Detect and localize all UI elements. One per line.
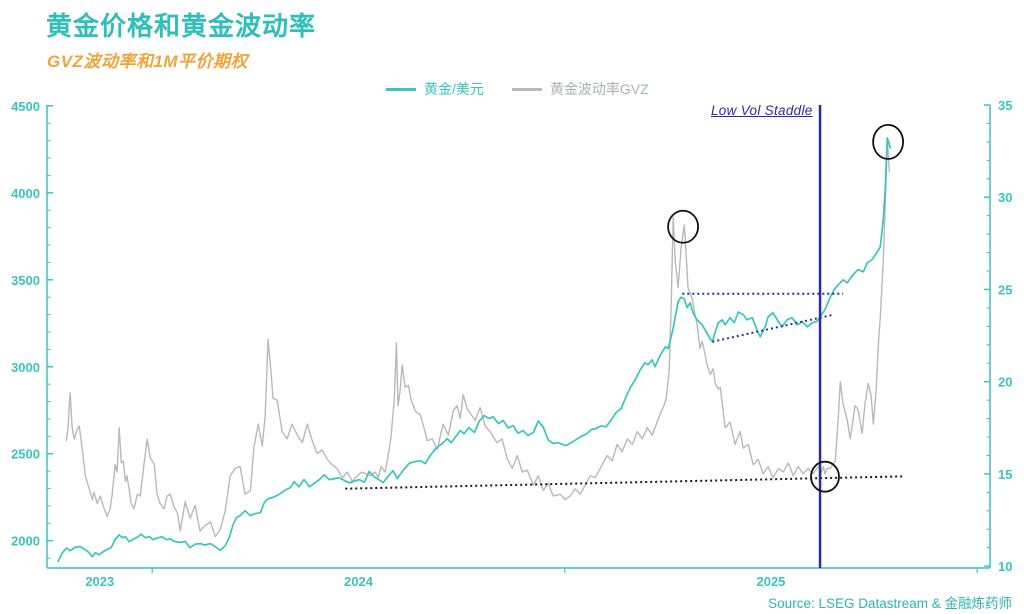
x-axis-year-label: 2023 [85,574,114,589]
gold-line-swatch [386,87,416,91]
left-axis-label: 4000 [11,186,40,201]
legend: 黄金/美元 黄金波动率GVZ [386,79,649,99]
support-dotted [712,313,834,343]
left-axis-label: 2500 [11,447,40,462]
gvz-line-swatch [511,87,542,91]
right-axis-label: 15 [998,467,1012,482]
right-axis-label: 30 [998,190,1012,205]
gold-price-line [57,137,892,563]
right-axis-label: 20 [998,375,1012,390]
october-peak-circle [872,123,905,160]
right-axis-label: 25 [998,282,1012,297]
source-credit: Source: LSEG Datastream & 金融炼药师 [768,596,1012,611]
low-vol-entry-circle [810,460,840,493]
low-vol-straddle-annotation: Low Vol Staddle [711,103,813,118]
gvz-volatility-line [65,137,890,538]
legend-label-gvz: 黄金波动率GVZ [549,81,649,97]
legend-item-gold: 黄金/美元 [386,79,484,99]
legend-label-gold: 黄金/美元 [424,81,484,97]
page-title: 黄金价格和黄金波动率 [46,11,317,41]
right-axis-label: 10 [998,559,1012,574]
x-axis-year-label: 2025 [756,574,785,589]
left-axis-label: 2000 [11,534,40,549]
page-subtitle: GVZ波动率和1M平价期权 [47,52,249,71]
right-axis-label: 35 [998,98,1012,113]
left-axis-label: 3500 [11,273,40,288]
gvz-april-spike-circle [667,209,699,244]
x-axis-year-label: 2024 [344,574,374,589]
left-axis-label: 3000 [11,360,40,375]
left-axis-label: 4500 [11,99,40,114]
legend-item-gvz: 黄金波动率GVZ [511,79,649,99]
